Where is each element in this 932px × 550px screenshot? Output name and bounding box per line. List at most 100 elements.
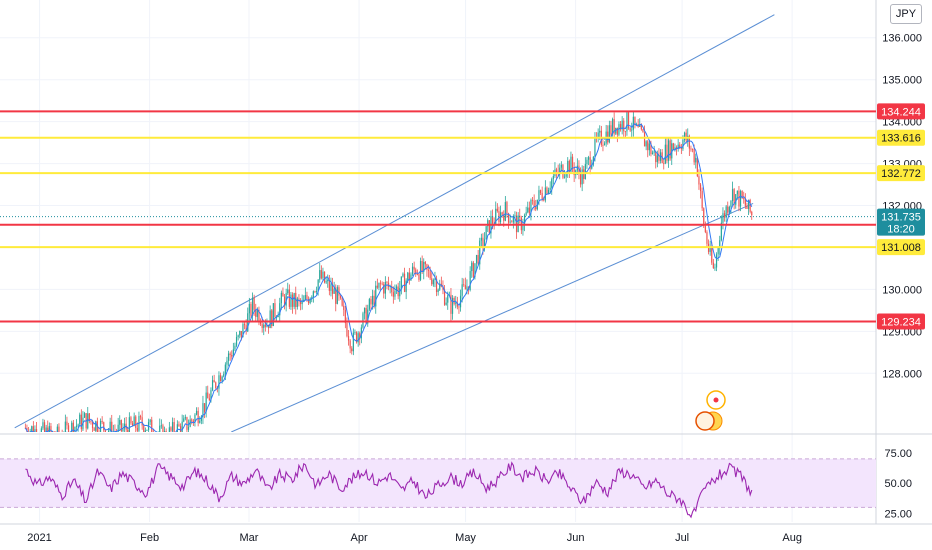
candle-body <box>160 425 162 427</box>
candle-body <box>282 292 284 297</box>
candle-body <box>333 289 335 294</box>
candle-body <box>355 332 358 343</box>
candle-body <box>104 430 106 432</box>
candle-body <box>645 141 647 147</box>
candle-body <box>293 292 295 307</box>
candle-body <box>410 274 412 281</box>
candle-body <box>674 147 676 150</box>
candle-body <box>335 289 337 304</box>
candle-body <box>479 240 481 265</box>
candle-body <box>691 149 694 150</box>
candle-body <box>144 430 146 432</box>
candle-body <box>431 278 433 285</box>
candle-body <box>445 302 447 305</box>
candle-body <box>535 206 537 210</box>
candle-body <box>186 417 188 430</box>
candle-body <box>717 248 719 255</box>
y-tick-label: 130.000 <box>882 284 922 296</box>
candle-body <box>109 421 111 431</box>
candle-body <box>71 422 73 432</box>
candle-body <box>170 427 172 431</box>
candle-body <box>111 421 113 432</box>
candle-body <box>538 190 540 200</box>
candle-body <box>173 422 175 432</box>
candle-body <box>751 211 753 216</box>
candle-body <box>453 297 455 304</box>
candle-body <box>402 273 404 277</box>
candle-body <box>400 276 402 289</box>
candle-body <box>47 427 49 432</box>
y-tick-label: 134.000 <box>882 117 922 129</box>
currency-badge[interactable]: JPY <box>890 4 922 24</box>
candle-body <box>491 216 494 224</box>
candle-body <box>371 295 374 305</box>
candle-body <box>99 420 102 432</box>
candle-body <box>421 260 423 272</box>
candle-body <box>725 206 727 218</box>
candle-body <box>200 417 202 421</box>
candle-body <box>53 431 55 432</box>
candle-body <box>227 353 230 361</box>
candle-body <box>79 414 81 425</box>
candle-body <box>464 285 466 290</box>
candle-body <box>279 303 281 316</box>
candle-body <box>311 297 313 299</box>
candle-body <box>543 199 545 201</box>
candle-body <box>727 206 729 213</box>
candle-body <box>370 299 372 305</box>
candle-body <box>194 414 196 423</box>
level-tag-label: 133.616 <box>881 133 921 145</box>
candle-body <box>381 283 383 285</box>
candle-body <box>251 297 254 316</box>
candle-body <box>487 220 489 227</box>
candle-body <box>322 271 324 279</box>
candle-body <box>367 309 369 324</box>
candle-body <box>195 410 198 415</box>
candle-body <box>507 213 510 223</box>
candle-body <box>207 392 209 399</box>
candle-body <box>56 426 58 432</box>
candle-body <box>416 274 418 275</box>
candle-body <box>624 131 626 133</box>
candle-body <box>509 221 511 223</box>
candle-body <box>95 421 97 431</box>
candle-body <box>223 373 225 377</box>
candle-body <box>208 398 210 401</box>
candle-body <box>656 155 658 163</box>
rsi-tick-label: 25.00 <box>884 509 912 521</box>
y-tick-label: 128.000 <box>882 368 922 380</box>
candle-body <box>159 425 161 432</box>
candle-body <box>690 148 692 150</box>
candle-body <box>192 420 194 423</box>
candle-body <box>135 416 137 428</box>
candle-body <box>749 199 751 212</box>
x-tick-label: Apr <box>350 532 367 544</box>
candle-body <box>336 287 338 304</box>
candle-body <box>434 278 436 280</box>
candle-body <box>743 198 745 200</box>
rsi-band <box>0 458 876 508</box>
candle-body <box>240 331 242 338</box>
candle-body <box>739 190 742 207</box>
candle-body <box>191 419 193 421</box>
candle-body <box>475 254 478 264</box>
candle-body <box>392 292 394 297</box>
candle-body <box>35 429 38 432</box>
candle-body <box>211 380 214 391</box>
candle-body <box>199 420 201 423</box>
candle-body <box>696 157 698 177</box>
candle-body <box>231 354 233 357</box>
candle-body <box>551 179 553 188</box>
candle-body <box>640 124 642 130</box>
candle-body <box>677 144 679 149</box>
candle-body <box>306 295 308 300</box>
candle-body <box>703 208 705 226</box>
candle-body <box>64 421 66 432</box>
candle-body <box>127 429 129 432</box>
level-tag-yellow <box>877 239 925 256</box>
candle-body <box>315 291 318 292</box>
candle-body <box>357 333 359 343</box>
candle-body <box>496 208 498 212</box>
candle-body <box>432 279 434 285</box>
